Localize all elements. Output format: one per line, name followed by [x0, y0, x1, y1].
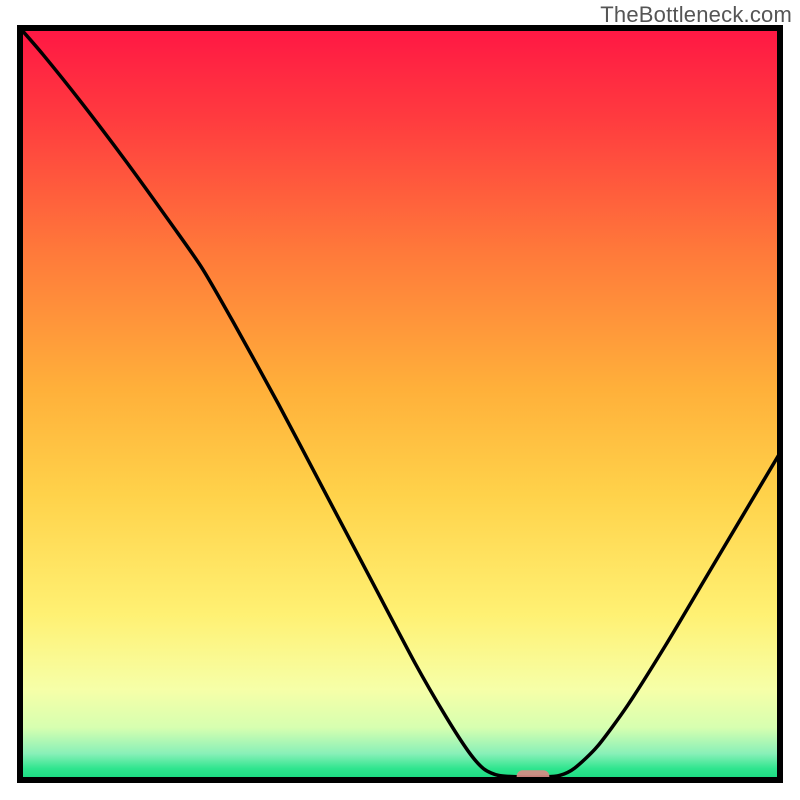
bottleneck-chart — [0, 0, 800, 800]
watermark-label: TheBottleneck.com — [600, 2, 792, 28]
chart-container: { "meta": { "watermark": "TheBottleneck.… — [0, 0, 800, 800]
chart-background — [20, 28, 780, 780]
